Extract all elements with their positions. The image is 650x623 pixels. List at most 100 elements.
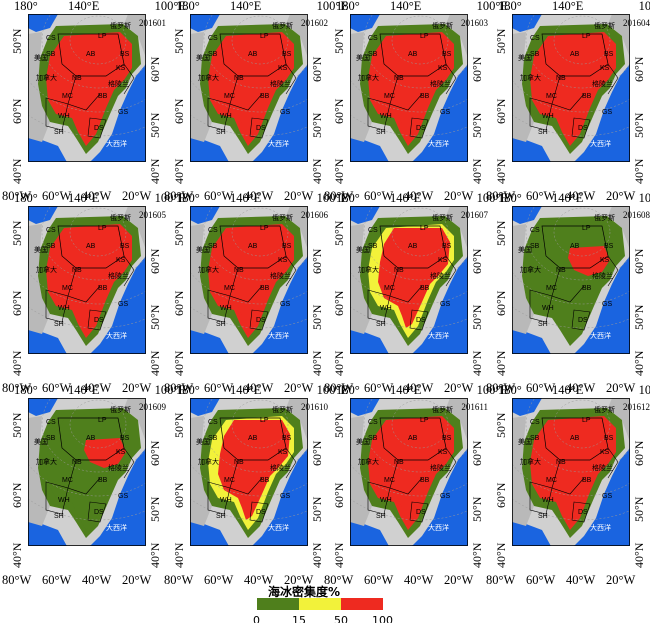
lon-label-40w: 40°W: [404, 380, 434, 395]
country-label-russia: 俄罗斯: [110, 213, 131, 222]
lat-label-left-60n: 60°N: [332, 482, 346, 508]
region-label-ds: DS: [94, 317, 104, 324]
lat-label-right-50n: 50°N: [310, 496, 324, 522]
lon-label-80w: 80°W: [164, 380, 194, 395]
region-label-sb: SB: [368, 243, 378, 250]
region-label-lp: LP: [98, 417, 107, 424]
country-label-russia: 俄罗斯: [110, 21, 131, 30]
ocean: [574, 448, 630, 546]
lat-label-left-60n: 60°N: [10, 290, 24, 316]
lat-label-right-40n: 40°N: [310, 542, 324, 568]
country-label-greenland: 格陵兰: [108, 463, 129, 472]
lon-label-60w: 60°W: [204, 572, 234, 587]
region-label-gs: GS: [440, 301, 450, 308]
ice-core: [568, 246, 610, 276]
lat-label-right-60n: 60°N: [148, 248, 162, 274]
region-label-cs: CS: [368, 35, 378, 42]
country-label-us: 美国: [196, 437, 210, 446]
lon-label-180: 180°: [336, 191, 360, 205]
country-label-russia: 俄罗斯: [432, 405, 453, 414]
lat-label-right-50n: 50°N: [310, 304, 324, 330]
region-label-bb: BB: [582, 477, 592, 484]
country-label-canada: 加拿大: [358, 457, 379, 466]
region-label-ds: DS: [578, 317, 588, 324]
region-label-ds: DS: [94, 509, 104, 516]
region-label-mc: MC: [546, 93, 557, 100]
country-label-atlantic: 大西洋: [268, 331, 289, 340]
region-label-wh: WH: [58, 305, 70, 312]
country-label-canada: 加拿大: [520, 457, 541, 466]
lon-label-80w: 80°W: [324, 188, 354, 203]
region-label-bb: BB: [98, 285, 108, 292]
region-label-ks: KS: [438, 449, 448, 456]
region-label-bs: BS: [442, 243, 452, 250]
lat-label-right-40n: 40°N: [632, 350, 646, 376]
lon-label-100e: 100°E: [638, 191, 650, 205]
region-label-lp: LP: [420, 417, 429, 424]
lon-label-40w: 40°W: [244, 188, 274, 203]
region-label-ab: AB: [408, 51, 418, 58]
legend-tick-50: 50: [334, 614, 348, 623]
lat-label-right-40n: 40°N: [148, 542, 162, 568]
country-label-us: 美国: [34, 437, 48, 446]
country-label-russia: 俄罗斯: [432, 213, 453, 222]
region-label-bs: BS: [442, 51, 452, 58]
lon-label-60w: 60°W: [526, 572, 556, 587]
country-label-greenland: 格陵兰: [592, 463, 613, 472]
region-label-ab: AB: [86, 435, 96, 442]
country-label-us: 美国: [356, 437, 370, 446]
lon-label-100e: 100°E: [316, 191, 348, 205]
lon-label-100e: 100°E: [476, 0, 508, 13]
lon-label-60w: 60°W: [526, 188, 556, 203]
region-label-bb: BB: [98, 477, 108, 484]
region-label-nb: NB: [556, 75, 566, 82]
region-label-bb: BB: [420, 285, 430, 292]
lat-label-right-60n: 60°N: [310, 248, 324, 274]
map-panel: CS LP AB SB NB BS KS BB GS DS MC WH SH 俄罗斯 美国 加拿大 格陵兰 大西洋…: [2, 192, 186, 394]
lon-label-100e: 100°E: [316, 0, 348, 13]
region-label-sh: SH: [538, 513, 548, 520]
country-label-us: 美国: [518, 53, 532, 62]
region-label-bb: BB: [260, 285, 270, 292]
region-label-ds: DS: [256, 317, 266, 324]
region-label-mc: MC: [384, 285, 395, 292]
lon-label-60w: 60°W: [526, 380, 556, 395]
lon-label-80w: 80°W: [486, 572, 516, 587]
region-label-nb: NB: [72, 267, 82, 274]
country-label-canada: 加拿大: [36, 265, 57, 274]
lon-label-80w: 80°W: [2, 572, 32, 587]
region-label-wh: WH: [542, 113, 554, 120]
region-label-ks: KS: [116, 449, 126, 456]
region-label-nb: NB: [556, 459, 566, 466]
map-panel: CS LP AB SB NB BS KS BB GS DS MC WH SH 俄罗斯 美国 加拿大 格陵兰 大西洋…: [324, 384, 508, 586]
legend-swatch-0-15: [257, 598, 299, 610]
panel-date: 201602: [301, 18, 328, 28]
region-label-bb: BB: [420, 93, 430, 100]
panel-date: 201611: [461, 402, 488, 412]
region-label-ds: DS: [256, 509, 266, 516]
lon-label-100e: 100°E: [476, 383, 508, 397]
lat-label-right-50n: 50°N: [632, 112, 646, 138]
region-label-lp: LP: [98, 225, 107, 232]
lon-label-20w: 20°W: [284, 380, 314, 395]
region-label-ks: KS: [600, 65, 610, 72]
panel-date: 201601: [139, 18, 166, 28]
region-label-bb: BB: [582, 285, 592, 292]
country-label-canada: 加拿大: [198, 265, 219, 274]
lon-label-40w: 40°W: [82, 188, 112, 203]
lon-label-80w: 80°W: [2, 380, 32, 395]
lon-label-80w: 80°W: [324, 380, 354, 395]
region-label-lp: LP: [582, 417, 591, 424]
ocean: [574, 256, 630, 354]
lat-label-left-40n: 40°N: [494, 158, 508, 184]
lat-label-right-60n: 60°N: [470, 440, 484, 466]
ice-core: [218, 420, 290, 520]
lat-label-left-40n: 40°N: [172, 542, 186, 568]
lat-label-left-60n: 60°N: [10, 482, 24, 508]
country-label-atlantic: 大西洋: [106, 331, 127, 340]
country-label-atlantic: 大西洋: [428, 331, 449, 340]
lon-label-140e: 140°E: [230, 0, 262, 13]
